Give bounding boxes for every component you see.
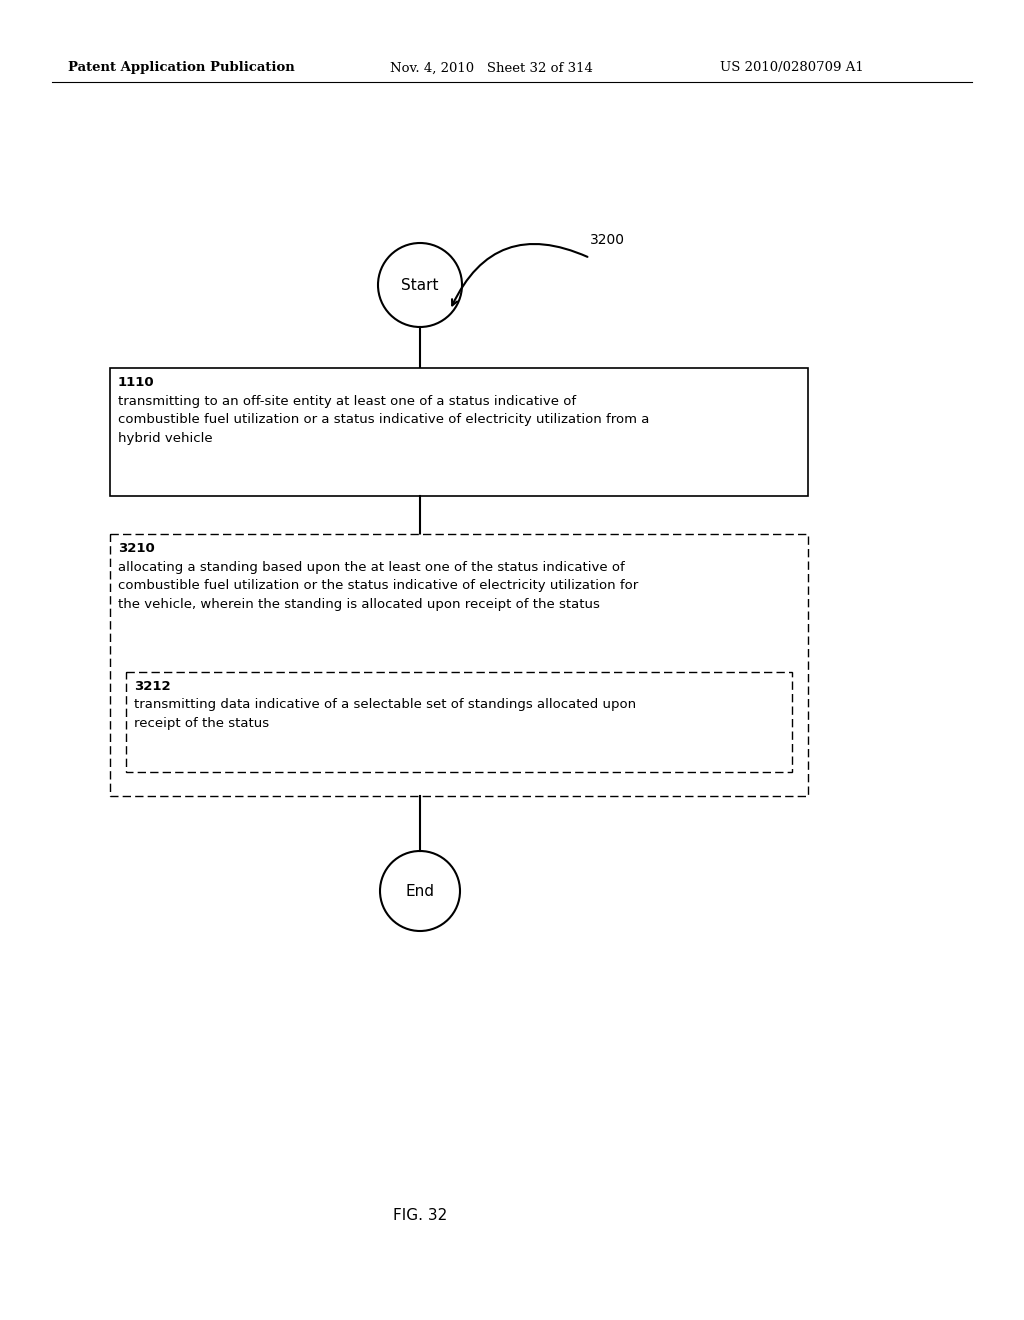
Bar	[126, 672, 792, 772]
Bar	[110, 368, 808, 496]
Text: transmitting data indicative of a selectable set of standings allocated upon
rec: transmitting data indicative of a select…	[134, 698, 636, 730]
Text: Patent Application Publication: Patent Application Publication	[68, 62, 295, 74]
Text: 1110: 1110	[118, 376, 155, 389]
Text: allocating a standing based upon the at least one of the status indicative of
co: allocating a standing based upon the at …	[118, 561, 638, 611]
Text: Nov. 4, 2010   Sheet 32 of 314: Nov. 4, 2010 Sheet 32 of 314	[390, 62, 593, 74]
Bar	[110, 535, 808, 796]
Text: 3212: 3212	[134, 680, 171, 693]
Text: US 2010/0280709 A1: US 2010/0280709 A1	[720, 62, 864, 74]
Text: 3210: 3210	[118, 543, 155, 554]
Text: End: End	[406, 883, 434, 899]
Text: FIG. 32: FIG. 32	[393, 1208, 447, 1222]
Text: 3200: 3200	[590, 234, 625, 247]
Text: Start: Start	[401, 277, 438, 293]
Text: transmitting to an off-site entity at least one of a status indicative of
combus: transmitting to an off-site entity at le…	[118, 395, 649, 445]
